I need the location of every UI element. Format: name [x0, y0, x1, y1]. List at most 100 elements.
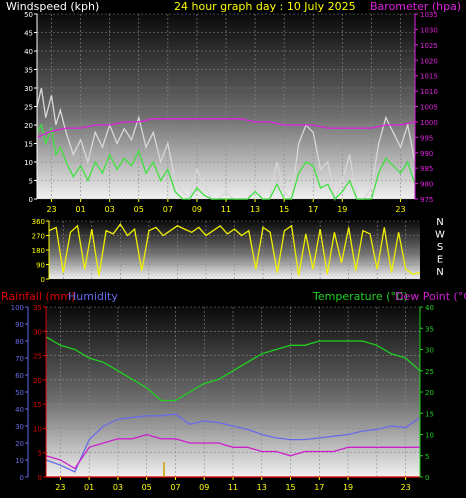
- tick-label: 35: [33, 304, 42, 312]
- x-tick-label: 15: [279, 205, 289, 214]
- tick-label: 985: [420, 165, 433, 173]
- tick-label: 30: [33, 328, 42, 336]
- wind-axis: 0 5 10 15 20 25 30 35 40 45 50: [24, 11, 38, 204]
- tick-label: 360: [32, 218, 45, 226]
- tick-label: 1020: [420, 57, 438, 65]
- tick-label: 1025: [420, 42, 438, 50]
- tick-label: 70: [15, 355, 24, 363]
- x-tick-label: 05: [142, 483, 152, 492]
- tick-label: 1015: [420, 73, 438, 81]
- tick-label: 20: [15, 440, 24, 448]
- tick-label: 25: [425, 368, 434, 376]
- tick-label: 90: [36, 262, 45, 270]
- x-tick-label: 15: [285, 483, 295, 492]
- tick-label: 25: [33, 353, 42, 361]
- x-tick-label: 01: [84, 483, 94, 492]
- tick-label: 5: [29, 178, 33, 186]
- tick-label: 1005: [420, 104, 438, 112]
- x-tick-label: 09: [199, 483, 209, 492]
- tick-label: 980: [420, 181, 433, 189]
- tick-label: 50: [15, 389, 24, 397]
- tick-label: 995: [420, 134, 433, 142]
- x-tick-label: 23: [46, 205, 56, 214]
- x-tick-label: 03: [105, 205, 115, 214]
- graph-title: 24 hour graph day : 10 July 2025: [174, 0, 356, 13]
- x-tick-label: 11: [228, 483, 238, 492]
- x-tick-label: 17: [314, 483, 324, 492]
- tick-label: 270: [32, 233, 45, 241]
- tick-label: 45: [24, 30, 33, 38]
- tick-label: 90: [15, 321, 24, 329]
- tick-label: 10: [33, 425, 42, 433]
- x-tick-label: 05: [134, 205, 144, 214]
- tick-label: 80: [15, 338, 24, 346]
- x-tick-label: 13: [257, 483, 267, 492]
- windspeed-average-series: [36, 123, 416, 201]
- tick-label: 30: [15, 423, 24, 431]
- tick-label: 25: [24, 104, 33, 112]
- tick-label: 15: [33, 401, 42, 409]
- x-tick-label: 09: [192, 205, 202, 214]
- tick-label: 20: [425, 389, 434, 397]
- tick-label: 180: [32, 247, 45, 255]
- tick-label: 10: [425, 432, 434, 440]
- barometer-axis: 975 980 985 990 995 1000 1005 1010 1015 1020 1025 1…: [414, 11, 438, 204]
- tick-label: 0: [20, 474, 24, 482]
- windspeed-label: Windspeed (kph): [6, 0, 99, 13]
- tick-label: 1030: [420, 26, 438, 34]
- tick-label: 1035: [420, 11, 438, 19]
- humidity-label: Humidity: [68, 290, 118, 303]
- tick-label: 15: [24, 141, 33, 149]
- x-tick-label: 23: [395, 205, 405, 214]
- dew-point-series: [45, 433, 420, 470]
- tick-label: 10: [15, 457, 24, 465]
- x-tick-label: 17: [308, 205, 318, 214]
- compass-label-n: N: [436, 267, 443, 278]
- tick-label: 60: [15, 372, 24, 380]
- tick-label: 40: [24, 48, 33, 56]
- tick-label: 0: [29, 196, 33, 204]
- direction-series: [48, 223, 421, 276]
- tick-label: 0: [38, 474, 42, 482]
- temperature-series: [45, 336, 421, 402]
- x-tick-label: 13: [250, 205, 260, 214]
- tick-label: 20: [33, 377, 42, 385]
- x-tick-label: 19: [343, 483, 353, 492]
- tick-label: 40: [15, 406, 24, 414]
- rainfall-label: Rainfall (mm): [1, 290, 75, 303]
- tick-label: 20: [24, 122, 33, 130]
- barometer-series: [36, 118, 416, 138]
- compass-label-n: N: [436, 217, 443, 228]
- dewpoint-label: Dew Point (°C): [395, 290, 466, 303]
- tick-label: 35: [425, 325, 434, 333]
- x-tick-label: 07: [163, 205, 173, 214]
- tick-label: 0: [41, 276, 45, 284]
- temp-grid: [46, 306, 420, 478]
- humidity-axis: 0 10 20 30 40 50 60 70 80 90 100: [11, 304, 29, 482]
- tick-label: 30: [425, 347, 434, 355]
- temp-time-axis: 23 01 03 05 07 09 11 13 15 17 19 23: [55, 477, 411, 492]
- wind-series: [36, 87, 416, 202]
- compass-label-e: E: [437, 255, 443, 266]
- tick-label: 100: [11, 304, 24, 312]
- barometer-label: Barometer (hpa): [370, 0, 461, 13]
- x-tick-label: 01: [76, 205, 86, 214]
- tick-label: 1010: [420, 88, 438, 96]
- direction-axis: 0 90 180 270 360: [32, 218, 50, 284]
- wind-time-axis: 23 01 03 05 07 09 11 13 15 17 19 23: [46, 199, 406, 214]
- tick-label: 35: [24, 67, 33, 75]
- tick-label: 30: [24, 85, 33, 93]
- tick-label: 5: [38, 450, 42, 458]
- x-tick-label: 23: [55, 483, 65, 492]
- tick-label: 50: [24, 11, 33, 19]
- x-tick-label: 19: [337, 205, 347, 214]
- tick-label: 5: [425, 453, 429, 461]
- compass-label-w: W: [435, 230, 445, 241]
- humidity-series: [45, 413, 421, 473]
- temperature-label: Temperature (°C): [312, 290, 408, 303]
- tick-label: 975: [420, 196, 433, 204]
- direction-series: [48, 223, 421, 276]
- x-tick-label: 23: [401, 483, 411, 492]
